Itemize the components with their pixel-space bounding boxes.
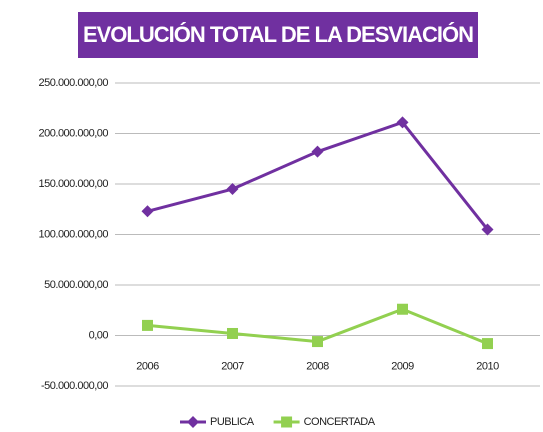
x-tick-label: 2010 — [476, 360, 499, 372]
chart-title: EVOLUCIÓN TOTAL DE LA DESVIACIÓN — [83, 22, 473, 47]
series-line — [147, 120, 489, 231]
marker — [481, 223, 494, 236]
marker — [227, 327, 238, 339]
y-tick-label: -50.000.000,00 — [41, 380, 108, 392]
y-tick-label: 200.000.000,00 — [39, 127, 109, 139]
x-tick-label: 2006 — [136, 360, 159, 372]
x-tick-label: 2009 — [391, 360, 414, 372]
y-tick-label: 100.000.000,00 — [39, 228, 109, 240]
legend-label: CONCERTADA — [304, 416, 376, 428]
marker — [312, 336, 323, 348]
marker — [187, 416, 199, 428]
y-tick-label: 50.000.000,00 — [44, 279, 108, 291]
x-tick-label: 2007 — [221, 360, 244, 372]
marker — [226, 183, 239, 196]
marker — [311, 145, 324, 158]
y-tick-label: 250.000.000,00 — [39, 77, 109, 89]
title-background — [78, 12, 478, 58]
marker — [281, 416, 293, 428]
marker — [142, 319, 153, 331]
marker — [397, 303, 408, 315]
y-tick-label: 0,00 — [89, 329, 109, 341]
legend-label: PUBLICA — [210, 416, 255, 428]
marker — [482, 338, 493, 350]
marker — [141, 205, 154, 218]
marker — [396, 116, 409, 129]
x-tick-label: 2008 — [306, 360, 329, 372]
y-tick-label: 150.000.000,00 — [39, 178, 109, 190]
